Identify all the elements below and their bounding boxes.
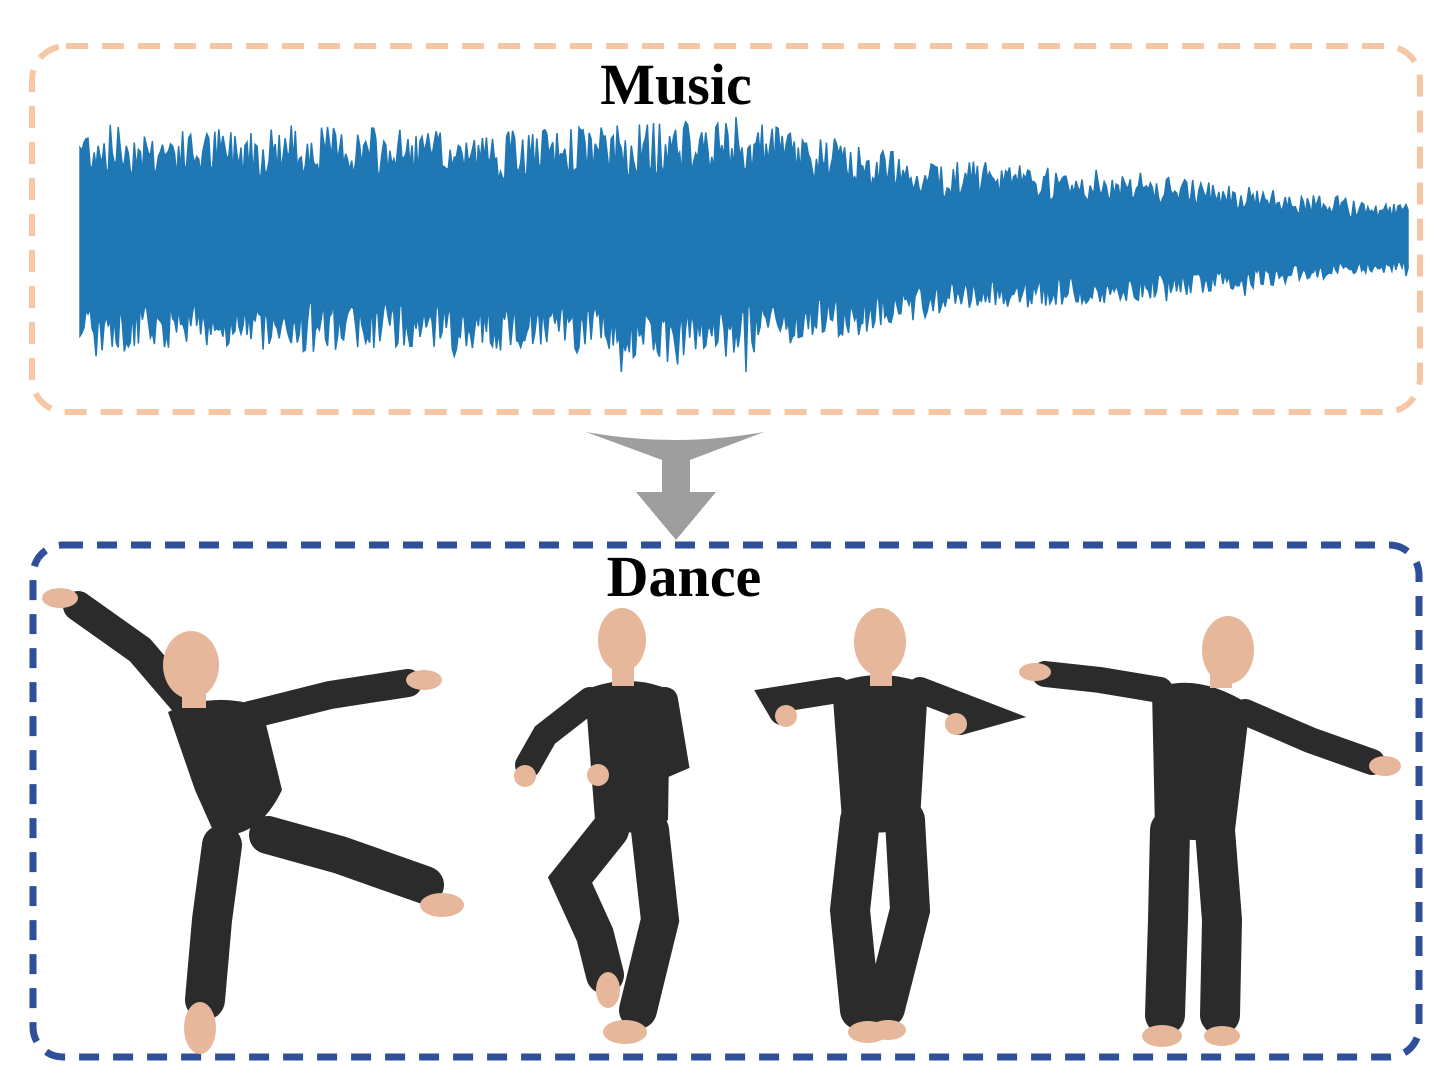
music-title: Music (600, 52, 751, 117)
music-panel: Music (29, 43, 1423, 415)
music-waveform (79, 116, 1409, 373)
dancer-figure-3 (754, 608, 1027, 1043)
dance-panel: Dance (29, 541, 1423, 1061)
dance-panel-border (29, 541, 1423, 1061)
music-panel-border (29, 43, 1423, 415)
dancer-figure-1 (42, 588, 464, 1054)
waveform-trace (79, 116, 1409, 373)
dancer-figure-2 (514, 608, 690, 1044)
dance-title: Dance (607, 544, 762, 609)
dancer-figure-4 (1019, 616, 1401, 1047)
down-arrow-icon (586, 432, 764, 540)
